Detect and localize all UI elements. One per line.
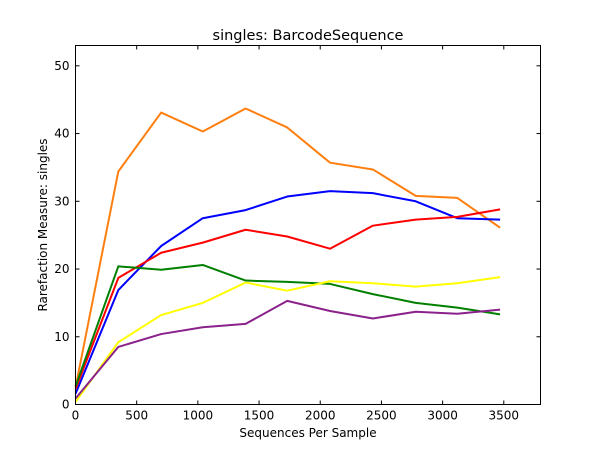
x-tick-label: 500 (125, 409, 148, 423)
series-line-3 (74, 208, 501, 390)
y-tick-label: 40 (54, 127, 69, 141)
x-tick-label: 3000 (427, 409, 458, 423)
series-line-1 (74, 107, 501, 388)
x-tick-label: 3500 (489, 409, 520, 423)
x-tick-label: 1000 (183, 409, 214, 423)
y-tick-label: 30 (54, 194, 69, 208)
series-layer (74, 107, 501, 403)
series-line-6 (74, 299, 501, 400)
chart-title: singles: BarcodeSequence (213, 28, 404, 44)
series-line-5 (74, 276, 501, 403)
axis-ticks: 0 500 1000 1500 2000 2500 3000 3500 0 10 20 30 40 50 (54, 45, 541, 423)
x-tick-label: 0 (72, 409, 80, 423)
x-tick-label: 2000 (305, 409, 336, 423)
y-tick-label: 0 (62, 398, 70, 412)
y-axis-label: Rarefaction Measure: singles (36, 138, 50, 311)
y-tick-label: 10 (54, 330, 69, 344)
series-line-4 (74, 263, 501, 387)
x-axis-label: Sequences Per Sample (239, 426, 376, 440)
plot-frame (75, 45, 541, 405)
x-tick-label: 1500 (244, 409, 275, 423)
y-tick-label: 20 (54, 262, 69, 276)
y-tick-label: 50 (54, 59, 69, 73)
x-tick-label: 2500 (366, 409, 397, 423)
